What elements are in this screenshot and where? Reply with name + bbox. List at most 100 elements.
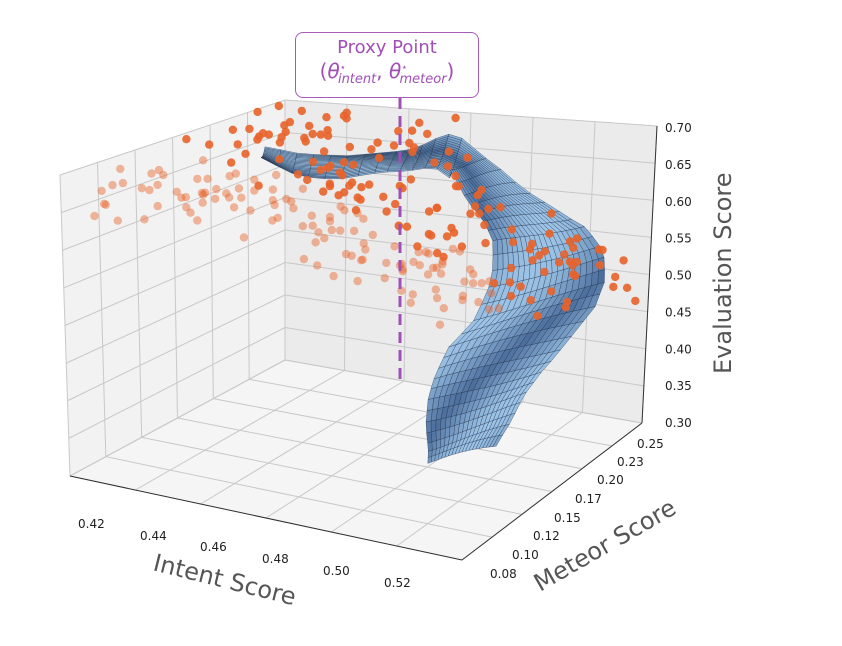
scatter-point <box>407 126 417 135</box>
scatter-point <box>299 254 309 264</box>
scatter-point <box>413 242 422 251</box>
scatter-point <box>268 216 277 225</box>
scatter-point <box>431 285 440 294</box>
scatter-point <box>227 158 236 167</box>
scatter-point <box>475 209 484 218</box>
scatter-point <box>382 258 391 268</box>
surface-patch <box>444 426 451 439</box>
scatter-point <box>320 234 329 243</box>
y-axis-line <box>461 422 643 561</box>
scatter-point <box>560 250 569 259</box>
scatter-point <box>572 234 582 243</box>
proxy-point-title: Proxy Point <box>337 37 437 58</box>
scatter-point <box>622 283 632 292</box>
scatter-point <box>474 297 483 307</box>
scatter-point <box>423 129 432 139</box>
scatter-point <box>506 291 516 301</box>
scatter-point <box>546 287 556 296</box>
scatter-point <box>297 106 306 116</box>
scatter-point <box>595 261 605 270</box>
scatter-point <box>307 211 316 220</box>
scatter-point <box>516 282 525 291</box>
scatter-point <box>316 130 325 139</box>
scatter-point <box>313 261 322 270</box>
scatter-point <box>182 135 191 144</box>
scatter-point <box>447 223 456 233</box>
scatter-point <box>325 181 335 191</box>
scatter-point <box>408 290 417 299</box>
scatter-point <box>390 242 399 251</box>
scatter-point <box>198 198 207 207</box>
grid-line <box>284 294 646 350</box>
scatter-point <box>463 153 472 162</box>
scatter-point <box>569 243 578 252</box>
scatter-point <box>335 168 345 177</box>
scatter-point <box>351 206 361 215</box>
scatter-point <box>361 245 370 254</box>
z-tick-label: 0.55 <box>665 232 692 246</box>
scatter-point <box>379 192 388 201</box>
scatter-point <box>562 297 572 307</box>
x-tick-label: 0.52 <box>384 576 411 590</box>
scatter-point <box>534 251 544 260</box>
scatter-point <box>473 191 482 200</box>
scatter-point <box>231 169 240 178</box>
y-tick-label: 0.20 <box>597 473 624 487</box>
scatter-point <box>469 270 478 279</box>
scatter-point <box>270 200 279 210</box>
scatter-point <box>484 204 493 213</box>
scatter-point <box>316 165 325 175</box>
scatter-point <box>282 194 291 204</box>
surface-patch <box>440 428 446 440</box>
scatter-point <box>277 133 286 142</box>
scatter-point <box>421 247 431 257</box>
scatter-point <box>430 158 439 167</box>
scatter-point <box>193 216 202 225</box>
grid-line <box>63 197 286 289</box>
scatter-point <box>455 247 465 256</box>
scatter-point <box>433 248 442 258</box>
formula-open-paren: ( <box>319 59 328 83</box>
scatter-point <box>341 249 351 259</box>
scatter-point <box>118 178 128 188</box>
scatter-point <box>154 165 164 175</box>
scatter-point <box>153 180 162 190</box>
scatter-point <box>391 199 400 209</box>
scatter-point <box>428 263 438 273</box>
z-tick-label: 0.70 <box>665 121 692 135</box>
tick-labels: 0.42 0.44 0.46 0.48 0.50 0.52 0.08 0.10 0.12 0.15… <box>78 121 692 590</box>
scatter-point <box>477 279 486 288</box>
scatter-point <box>436 269 446 278</box>
scatter-point <box>147 169 156 178</box>
scatter-point <box>340 206 349 215</box>
scatter-point <box>442 232 452 241</box>
scatter-point <box>233 140 242 149</box>
scatter-point <box>336 202 345 211</box>
scatter-point <box>451 171 460 181</box>
scatter-point <box>527 239 537 248</box>
scatter-point <box>314 228 323 237</box>
scatter-point <box>203 174 212 183</box>
scatter-point <box>197 188 207 198</box>
grid-line <box>59 99 286 176</box>
scatter-point <box>484 305 494 314</box>
scatter-point <box>323 131 333 140</box>
scatter-point <box>205 140 214 149</box>
scatter-point <box>293 170 303 179</box>
scatter-point <box>234 184 244 193</box>
scatter-point <box>347 251 356 260</box>
y-tick-label: 0.10 <box>512 548 539 562</box>
scatter-point <box>241 149 250 158</box>
scatter-point <box>311 238 320 247</box>
surface-patch <box>492 434 504 447</box>
y-tick-label: 0.08 <box>490 567 517 581</box>
scatter-point <box>182 203 191 212</box>
scatter-point <box>177 193 186 202</box>
scatter-point <box>457 242 467 251</box>
x-tick-label: 0.44 <box>140 529 167 543</box>
surface-patch <box>492 254 499 271</box>
scatter-point <box>415 118 424 128</box>
scatter-point <box>443 162 453 171</box>
grid-line <box>284 99 658 127</box>
